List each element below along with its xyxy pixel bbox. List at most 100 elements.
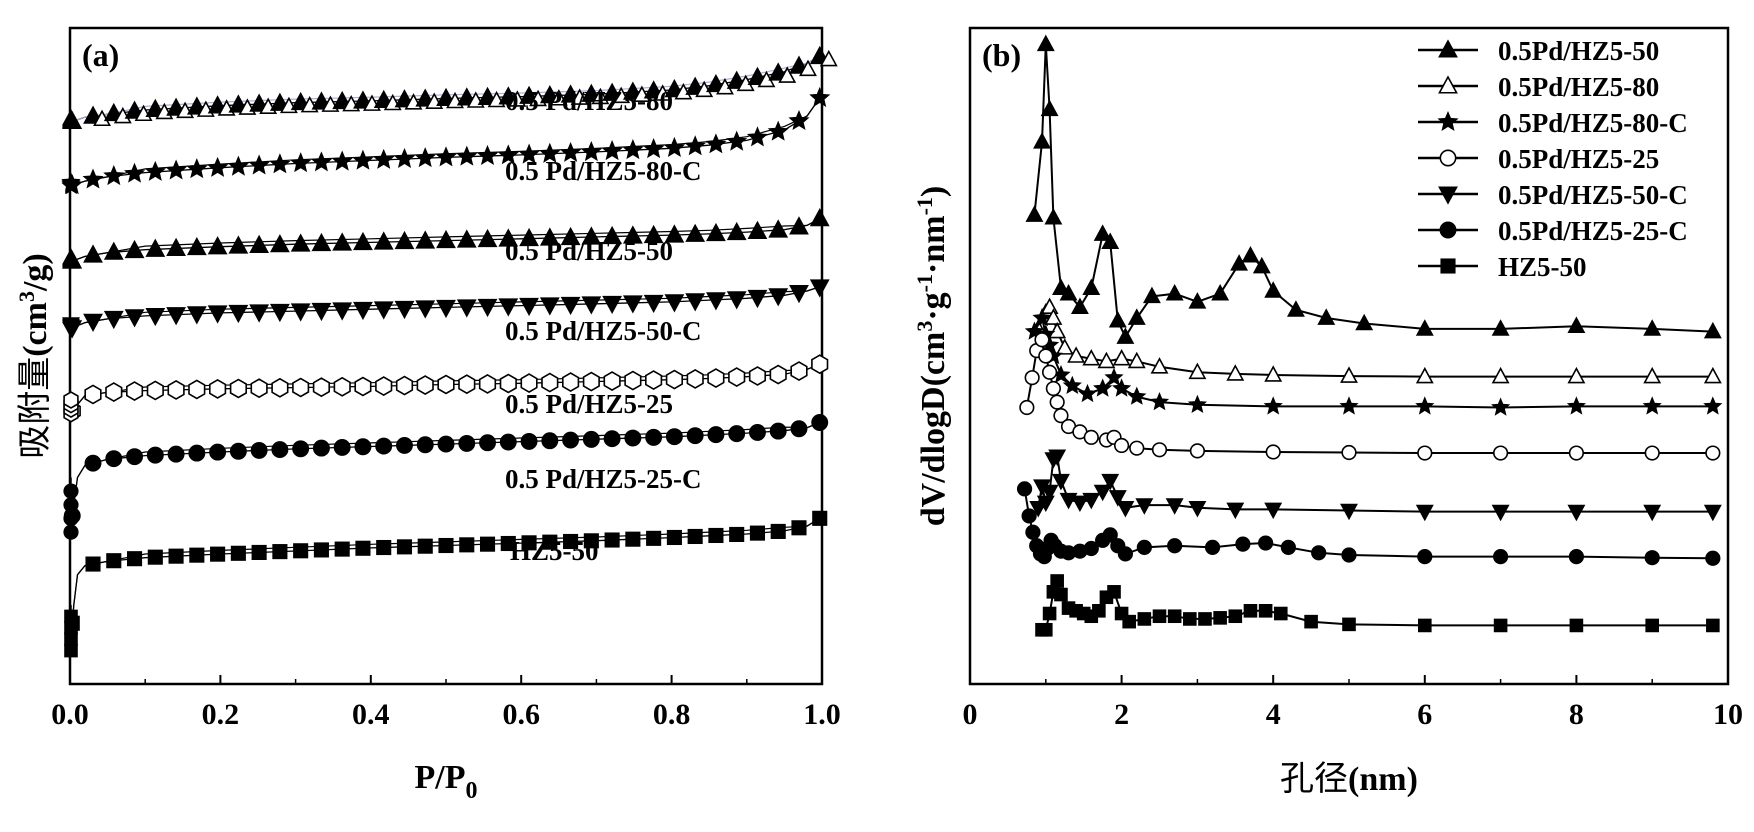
data-point-marker [1566,396,1586,415]
x-tick-label: 2 [1114,698,1129,731]
data-point-marker [1082,349,1101,366]
data-point-marker [726,221,747,241]
panel-a-series: 0.5 Pd/HZ5-80 0.5 Pd/HZ5-80-C 0.5 Pd/HZ5-5… [61,45,838,658]
data-point-marker [415,230,436,249]
data-point-marker [63,510,79,527]
data-point-marker [332,232,353,251]
data-point-marker [249,304,270,323]
data-point-marker [1491,397,1511,416]
panel-b-y-axis-title: dV/dlogD(cm3·g-1·nm-1) [912,186,952,526]
data-point-marker [1025,205,1044,222]
data-point-marker [147,549,163,565]
data-point-marker [165,159,187,180]
data-point-marker [207,156,229,177]
data-point-marker [563,533,579,550]
data-point-marker [767,120,789,141]
data-point-marker [375,376,393,397]
data-point-marker [311,302,332,322]
x-tick-label: 4 [1266,698,1281,731]
data-point-marker [789,284,809,304]
data-point-marker [1235,536,1251,552]
data-point-marker [1040,484,1059,502]
data-point-marker [684,135,706,156]
data-point-marker [63,391,79,409]
data-point-marker [353,301,373,321]
data-point-marker [311,232,332,252]
data-point-marker [520,432,538,450]
data-point-marker [1258,535,1274,551]
data-point-marker [1491,366,1510,384]
data-point-marker [1045,380,1061,397]
data-point-marker [435,146,457,167]
data-point-marker [271,377,289,398]
data-point-marker [1112,349,1131,366]
x-tick-label: 0.4 [352,698,390,731]
data-point-marker [1211,283,1230,301]
data-point-marker [83,313,103,332]
data-point-marker [1067,346,1086,363]
data-point-marker [105,382,123,403]
data-point-marker [188,444,206,462]
isotherm-desorption-line [69,54,823,123]
data-point-marker [625,531,641,547]
panel-a-x-axis-title: P/P0 [415,759,478,804]
x-tick-label: 0.8 [653,698,691,731]
psd-line [1025,336,1713,454]
data-point-marker [458,434,476,452]
data-point-marker [1492,445,1509,461]
data-point-marker [1703,321,1722,339]
data-point-marker [1083,429,1099,445]
data-point-marker [728,367,746,388]
data-point-marker [1112,378,1132,397]
data-point-marker [394,300,415,320]
data-point-marker [1493,618,1508,633]
data-point-marker [186,158,208,179]
data-point-marker [1052,473,1070,491]
data-point-marker [209,378,227,399]
data-point-marker [1052,278,1070,296]
data-point-marker [1019,399,1035,416]
data-point-marker [811,414,829,431]
data-point-marker [1151,442,1168,458]
data-point-marker [1127,308,1146,325]
data-point-marker [1135,498,1154,515]
legend-entry-0-5pd-hz5-50: 0.5Pd/HZ5-50 [1418,36,1659,66]
data-point-marker [1706,618,1720,633]
data-point-marker [251,544,267,561]
isotherm-0-5-pd-hz5-50: 0.5 Pd/HZ5-50 [62,208,830,269]
data-point-marker [250,378,268,399]
data-point-marker [186,236,207,256]
data-point-marker [602,295,623,315]
data-point-marker [746,126,768,147]
data-point-marker [622,295,643,314]
data-point-marker [292,440,310,458]
data-point-marker [1113,437,1130,454]
data-point-marker-open [778,66,797,83]
legend-entry-0-5pd-hz5-25: 0.5Pd/HZ5-25 [1418,144,1659,174]
data-point-marker [1188,501,1207,518]
data-point-marker [84,384,102,405]
data-point-marker [1415,396,1435,415]
legend-label: 0.5Pd/HZ5-80-C [1498,108,1688,138]
data-point-marker [64,643,78,658]
curve-label-0-5-pd-hz5-25-c: 0.5 Pd/HZ5-25-C [505,464,702,494]
data-point-marker [62,108,80,126]
data-point-marker [477,228,498,248]
data-point-marker [1418,618,1432,633]
data-point-marker [498,298,519,317]
legend-entry-0-5pd-hz5-80-c: 0.5Pd/HZ5-80-C [1418,108,1688,138]
data-point-marker [1039,622,1053,637]
data-point-marker [1705,550,1721,566]
data-point-marker [353,231,373,251]
data-point-marker [1055,338,1074,355]
panel-a-x-ticks: 0.0 0.2 0.4 0.6 0.8 1.0 [51,675,841,731]
data-point-marker [1167,609,1182,624]
x-tick-label: 1.0 [803,698,841,731]
data-point-marker [62,248,80,265]
data-point-marker [1286,300,1305,317]
data-point-marker [1280,539,1296,555]
data-point-marker [228,235,249,254]
data-point-marker [290,233,311,252]
data-point-marker [521,535,537,551]
panel-a-isotherms: (a) 0.5 Pd/HZ5-800.5 Pd/HZ5-80-C0.5 Pd/H… [14,26,841,804]
